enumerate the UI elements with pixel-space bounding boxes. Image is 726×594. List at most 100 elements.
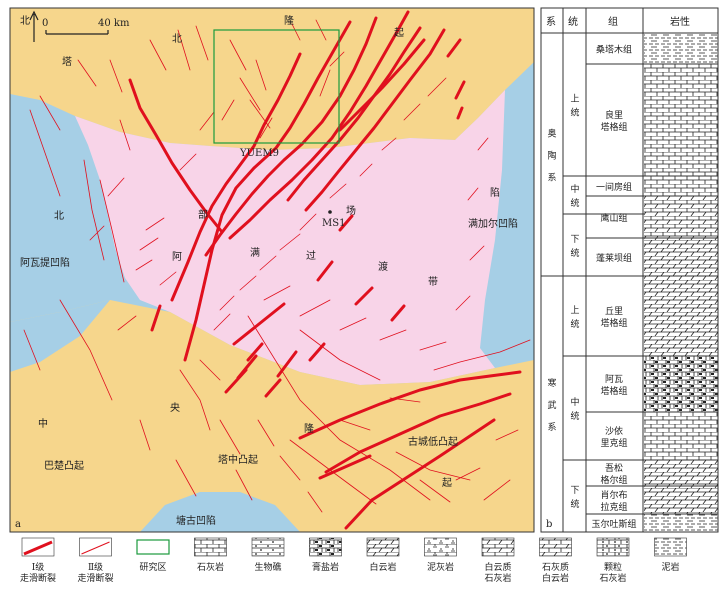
formation-label: 一间房组 [596,181,632,193]
level1-fault-trace [150,304,162,332]
level2-fault-trace [339,419,371,431]
formation-lithology-fill [644,412,718,460]
level2-fault-trace [195,25,209,61]
north-tarim-uplift [10,8,534,150]
level2-fault-trace [469,245,485,261]
legend-gypsum-salt-symbol [309,537,342,557]
series-label: 上 [570,305,579,316]
system-label: 陶 [547,150,556,162]
transition-char-bu: 部 [198,208,208,221]
formation-lithology-fill [644,176,718,196]
legend-level1-fault-label: Ⅰ级 [32,561,45,573]
header-system: 系 [546,16,556,28]
level1-fault-trace [318,454,372,480]
legend-grainstone-symbol [596,537,630,557]
legend-dolomitic-limestone-symbol [481,537,515,557]
level2-fault-trace [149,39,167,71]
legend-mudstone-symbol [654,537,687,557]
header-formation: 组 [608,15,618,28]
tazhong-uplift-name: 塔中凸起 [218,453,258,466]
formation-lithology-fill [644,356,718,412]
level2-fault-trace [259,255,277,271]
manjiaer-char: 陷 [490,186,500,199]
level2-fault-trace [307,491,323,513]
level2-fault-trace [29,109,61,197]
level1-fault-trace [232,302,286,346]
formation-label: 吾松 [605,462,623,474]
level1-fault-trace [264,378,282,398]
formation-label: 丘里 [605,306,623,317]
level2-fault-trace [23,329,41,371]
level2-fault-trace [117,315,137,331]
level2-fault-trace [89,225,105,241]
formation-label: 塔格组 [600,317,627,329]
awati-north-char: 北 [54,210,64,222]
series-label: 统 [570,318,579,330]
formation-label: 良里 [605,109,623,121]
system-label: 系 [547,173,556,184]
level2-fault-trace [59,299,113,401]
level2-fault-trace [329,183,347,199]
column-panel-label: b [546,519,552,530]
bachu-uplift-name: 巴楚凸起 [44,459,84,472]
series-label: 上 [570,94,579,105]
system-label: 寒 [547,377,556,389]
bachu-char: 中 [38,417,48,430]
formation-lithology-fill [644,238,718,276]
north-arrow-icon [29,10,39,42]
legend-bioherm-label: 生物礁 [254,561,281,573]
north-arrow-label: 北 [20,15,30,27]
level2-fault-trace [77,59,97,87]
well-marker [328,210,332,214]
formation-label: 蓬莱坝组 [596,252,632,264]
legend-limestone-label: 石灰岩 [197,561,224,573]
formation-label: 塔格组 [600,385,627,397]
formation-lithology-fill [644,460,718,486]
level2-fault-trace [139,237,159,251]
legend-gypsum-salt-label: 膏盐岩 [312,561,339,573]
level1-fault-trace [354,286,374,306]
level2-fault-trace [229,39,247,71]
header-lithology: 岩性 [670,15,690,28]
north-tarim-char-4: 起 [394,27,404,39]
level2-fault-trace [107,177,125,197]
system-label: 奥 [547,128,556,140]
level2-fault-trace [179,369,211,431]
legend-grainstone-label: 颗粒 [604,561,622,573]
central-yang-char: 央 [170,401,180,414]
formation-lithology-fill [644,486,718,514]
level2-fault-trace [213,313,231,331]
legend-limy-dolomite-label: 石灰质 [542,561,569,573]
level1-fault-trace [370,418,496,502]
transition-char-man: 满 [250,247,260,259]
formation-label: 阿瓦 [605,374,623,385]
transition-char-a: 阿 [172,251,182,263]
transition-char-guo: 过 [306,249,316,262]
series-label: 中 [570,396,579,408]
legend-level2-fault-label: Ⅱ级 [88,561,103,573]
level2-fault-trace [175,459,197,497]
formation-lithology-fill [644,33,718,64]
legend-limy-dolomite-symbol [539,537,572,557]
level2-fault-trace [259,117,273,139]
transition-char-dai: 带 [428,276,438,288]
level1-fault-trace [316,260,334,282]
level2-fault-trace [403,103,421,121]
level2-fault-trace [99,179,125,283]
level2-fault-trace [219,295,235,311]
legend-marl-label: 泥灰岩 [427,561,454,573]
level2-fault-trace [319,69,331,97]
formation-label: 玉尔吐斯组 [591,518,636,530]
level2-fault-trace [279,233,301,251]
header-series: 统 [568,15,578,28]
level2-fault-trace [177,29,191,71]
series-label: 下 [570,235,579,245]
level1-faults [128,10,522,530]
legend-dolomite-symbol [366,537,400,557]
scale-bar-line [45,30,109,35]
legend-dolomitic-limestone-label: 石灰岩 [484,572,511,584]
level1-fault-trace [204,16,378,257]
legend-study-area-symbol [136,539,170,555]
